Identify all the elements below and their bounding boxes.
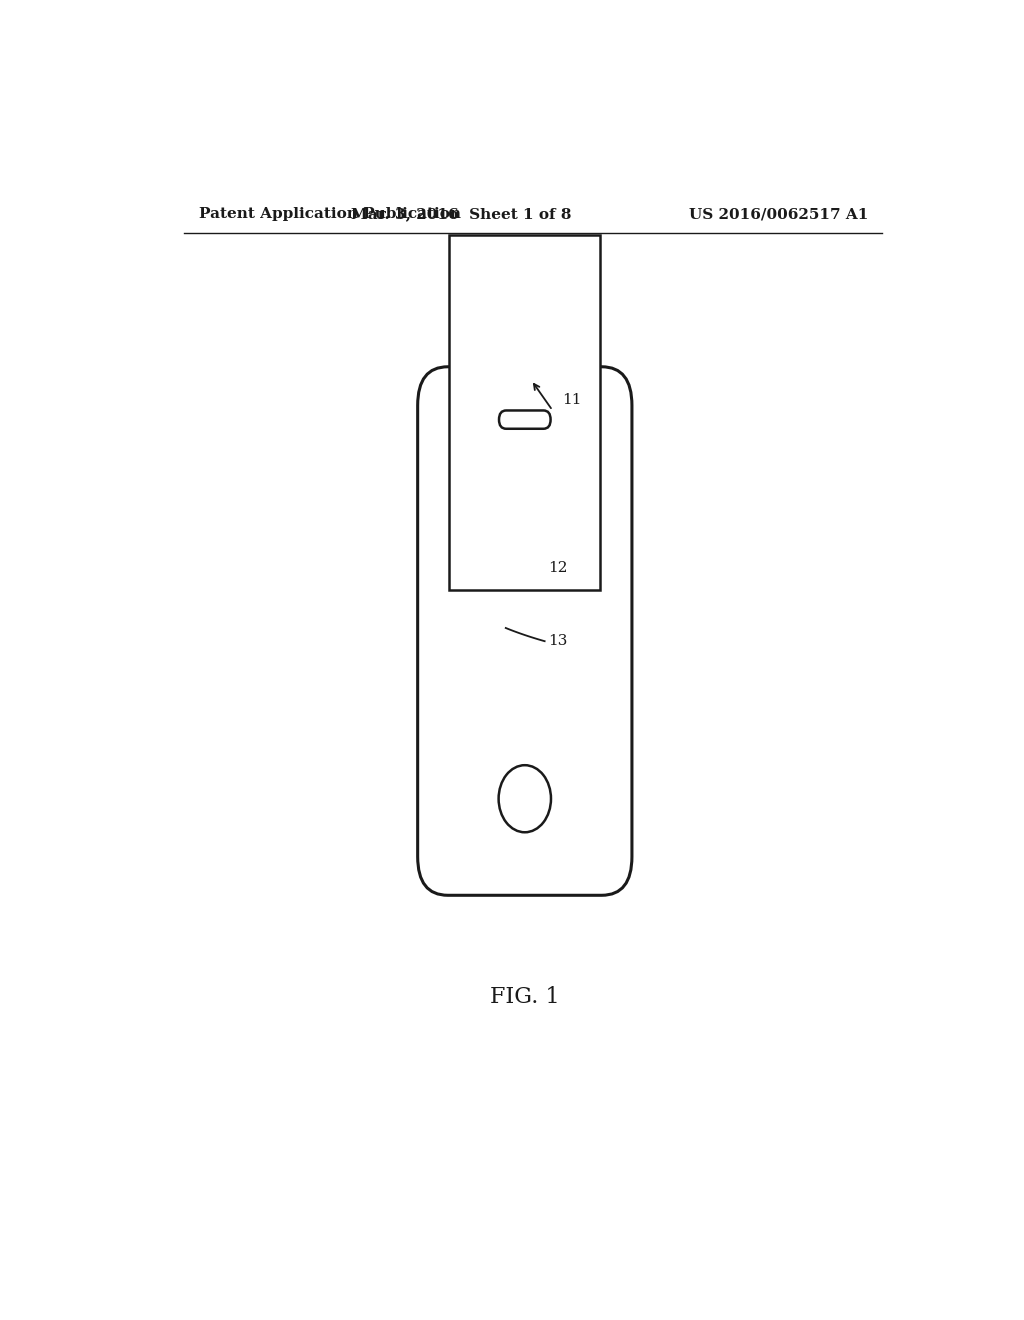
FancyBboxPatch shape bbox=[418, 367, 632, 895]
Text: Mar. 3, 2016  Sheet 1 of 8: Mar. 3, 2016 Sheet 1 of 8 bbox=[351, 207, 571, 222]
FancyBboxPatch shape bbox=[499, 411, 551, 429]
Circle shape bbox=[499, 766, 551, 833]
Text: FIG. 1: FIG. 1 bbox=[490, 986, 559, 1008]
Text: 13: 13 bbox=[549, 634, 568, 648]
Text: 12: 12 bbox=[549, 561, 568, 576]
Text: Patent Application Publication: Patent Application Publication bbox=[200, 207, 462, 222]
Bar bbox=[450, 235, 600, 590]
Text: 11: 11 bbox=[562, 393, 582, 408]
Text: US 2016/0062517 A1: US 2016/0062517 A1 bbox=[689, 207, 868, 222]
